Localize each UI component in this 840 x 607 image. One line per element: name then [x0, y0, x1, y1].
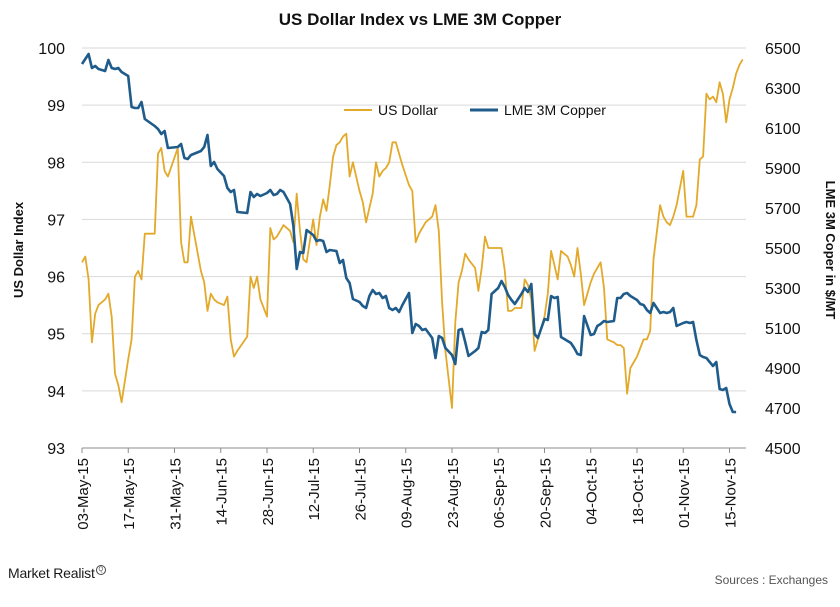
- left-y-tick-label: 100: [38, 41, 65, 58]
- legend: US Dollar LME 3M Copper: [344, 102, 606, 118]
- source-note: Sources : Exchanges: [714, 573, 828, 587]
- left-y-tick-label: 98: [47, 155, 65, 172]
- x-tick-label: 09-Aug-15: [399, 458, 416, 528]
- right-axis-label: LME 3M Coper in $/MT: [823, 181, 838, 320]
- x-tick-label: 04-Oct-15: [584, 458, 601, 525]
- right-y-tick-label: 5500: [765, 241, 801, 258]
- series-line: [80, 52, 737, 414]
- left-axis-label: US Dollar Index: [11, 201, 26, 298]
- right-y-axis: 4500 4700 4900 5100 5300 5500 5700 5900 6100 6300…: [765, 41, 801, 458]
- right-y-tick-label: 6500: [765, 41, 801, 58]
- x-tick-label: 17-May-15: [121, 458, 138, 530]
- x-tick-label: 20-Sep-15: [537, 458, 554, 528]
- x-tick-label: 15-Nov-15: [722, 458, 739, 528]
- brand-name: Market Realist: [8, 565, 95, 581]
- left-y-axis: 93 94 95 96 97 98 99 100: [38, 41, 65, 458]
- x-tick-label: 18-Oct-15: [630, 458, 647, 525]
- series-line: [81, 58, 744, 409]
- right-y-tick-label: 4900: [765, 361, 801, 378]
- chart-title: US Dollar Index vs LME 3M Copper: [279, 10, 562, 29]
- right-y-tick-label: 6100: [765, 121, 801, 138]
- x-tick-label: 14-Jun-15: [214, 458, 231, 526]
- x-tick-label: 23-Aug-15: [445, 458, 462, 528]
- right-y-tick-label: 5900: [765, 161, 801, 178]
- right-y-tick-label: 5300: [765, 281, 801, 298]
- magnifier-icon: Q: [95, 565, 106, 575]
- left-y-tick-label: 93: [47, 441, 65, 458]
- x-tick-label: 12-Jul-15: [306, 458, 323, 521]
- x-tick-label: 01-Nov-15: [676, 458, 693, 528]
- right-y-tick-label: 4500: [765, 441, 801, 458]
- left-y-tick-label: 96: [47, 270, 65, 287]
- left-y-tick-label: 95: [47, 327, 65, 344]
- x-tick-label: 28-Jun-15: [260, 458, 277, 526]
- x-axis: 03-May-15 17-May-15 31-May-15 14-Jun-15 28-J…: [75, 448, 739, 530]
- brand-logo: Market Realist Q: [8, 565, 106, 582]
- left-y-tick-label: 99: [47, 98, 65, 115]
- series-layer: [80, 52, 744, 414]
- left-y-tick-label: 97: [47, 212, 65, 229]
- x-tick-label: 03-May-15: [75, 458, 92, 530]
- left-y-tick-label: 94: [47, 384, 65, 401]
- legend-label: US Dollar: [378, 102, 438, 118]
- x-tick-label: 31-May-15: [167, 458, 184, 530]
- right-y-tick-label: 6300: [765, 81, 801, 98]
- right-y-tick-label: 5100: [765, 321, 801, 338]
- right-y-tick-label: 5700: [765, 201, 801, 218]
- x-tick-label: 26-Jul-15: [352, 458, 369, 521]
- x-tick-label: 06-Sep-15: [491, 458, 508, 528]
- legend-label: LME 3M Copper: [504, 102, 606, 118]
- right-y-tick-label: 4700: [765, 401, 801, 418]
